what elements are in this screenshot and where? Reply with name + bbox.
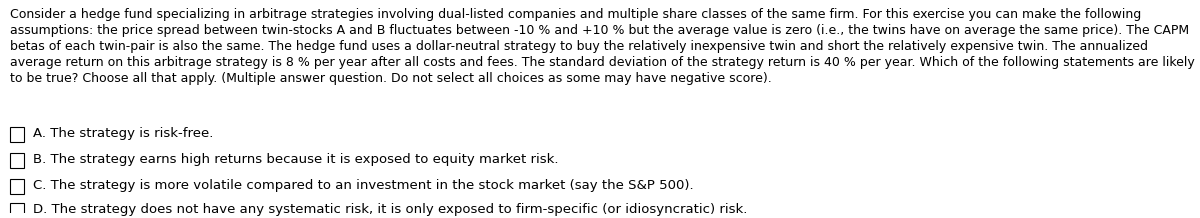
Bar [10, 127, 24, 142]
Bar [10, 153, 24, 168]
Text: Consider a hedge fund specializing in arbitrage strategies involving dual-listed: Consider a hedge fund specializing in ar… [10, 8, 1195, 85]
Bar [10, 203, 24, 218]
Text: D. The strategy does not have any systematic risk, it is only exposed to firm-sp: D. The strategy does not have any system… [32, 203, 748, 216]
Text: C. The strategy is more volatile compared to an investment in the stock market (: C. The strategy is more volatile compare… [32, 179, 694, 192]
Bar [10, 179, 24, 194]
Text: A. The strategy is risk-free.: A. The strategy is risk-free. [32, 127, 214, 140]
Text: B. The strategy earns high returns because it is exposed to equity market risk.: B. The strategy earns high returns becau… [32, 153, 558, 166]
